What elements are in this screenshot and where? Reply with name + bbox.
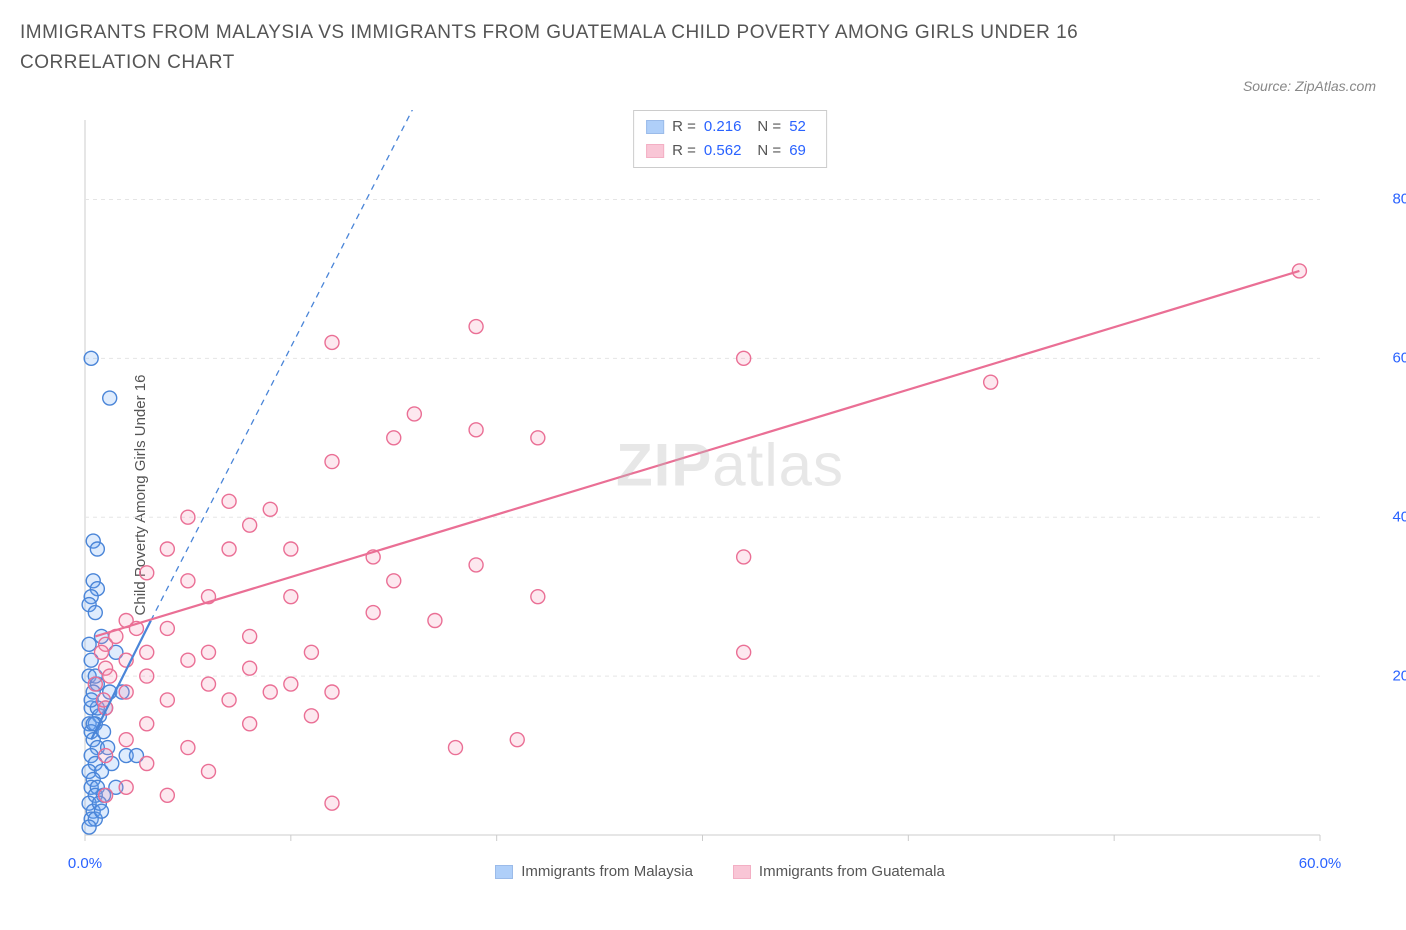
stats-legend-box: R = 0.216 N = 52 R = 0.562 N = 69 <box>633 110 827 168</box>
swatch-guatemala <box>733 865 751 879</box>
bottom-legend: Immigrants from Malaysia Immigrants from… <box>60 863 1380 880</box>
r-label: R = <box>672 139 696 163</box>
chart-container: Child Poverty Among Girls Under 16 ZIPat… <box>60 110 1380 880</box>
r-value-guatemala: 0.562 <box>704 139 742 163</box>
y-tick-label: 60.0% <box>1392 350 1406 367</box>
chart-title: IMMIGRANTS FROM MALAYSIA VS IMMIGRANTS F… <box>20 18 1120 79</box>
legend-label-malaysia: Immigrants from Malaysia <box>521 863 693 880</box>
y-tick-label: 80.0% <box>1392 191 1406 208</box>
y-tick-label: 40.0% <box>1392 509 1406 526</box>
n-label: N = <box>757 115 781 139</box>
legend-item-malaysia: Immigrants from Malaysia <box>495 863 693 880</box>
n-value-malaysia: 52 <box>789 115 806 139</box>
r-value-malaysia: 0.216 <box>704 115 742 139</box>
swatch-malaysia <box>495 865 513 879</box>
legend-item-guatemala: Immigrants from Guatemala <box>733 863 945 880</box>
source-citation: Source: ZipAtlas.com <box>1243 78 1376 94</box>
scatter-plot-svg <box>80 110 1380 850</box>
plot-area: ZIPatlas R = 0.216 N = 52 R = 0.562 N = … <box>80 110 1380 850</box>
y-tick-label: 20.0% <box>1392 668 1406 685</box>
swatch-malaysia <box>646 120 664 134</box>
legend-label-guatemala: Immigrants from Guatemala <box>759 863 945 880</box>
n-value-guatemala: 69 <box>789 139 806 163</box>
r-label: R = <box>672 115 696 139</box>
swatch-guatemala <box>646 144 664 158</box>
n-label: N = <box>757 139 781 163</box>
stats-row-malaysia: R = 0.216 N = 52 <box>646 115 814 139</box>
stats-row-guatemala: R = 0.562 N = 69 <box>646 139 814 163</box>
